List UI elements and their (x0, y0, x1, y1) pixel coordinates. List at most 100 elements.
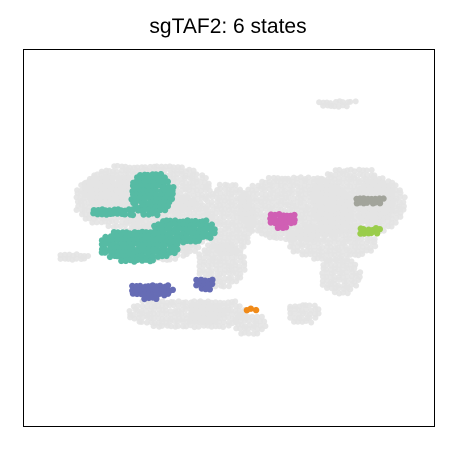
state-1-point (109, 210, 117, 217)
background-point (322, 232, 329, 239)
background-point (261, 186, 268, 193)
background-point (343, 187, 350, 194)
background-point (324, 285, 330, 291)
background-point (249, 198, 256, 205)
background-point (392, 219, 399, 226)
state-2-point (193, 276, 200, 284)
background-point (273, 230, 280, 237)
background-point (209, 193, 216, 200)
background-point (372, 243, 379, 250)
background-point (73, 255, 80, 262)
background-point (347, 251, 354, 258)
background-point (170, 302, 177, 309)
background-point (113, 218, 120, 225)
background-point (376, 190, 383, 197)
background-point (254, 313, 261, 320)
background-point (244, 239, 251, 246)
background-point (380, 218, 387, 225)
state-1-point (207, 234, 214, 241)
background-point (232, 182, 239, 189)
state-1-point (129, 211, 137, 219)
background-point (249, 182, 256, 189)
background-point (220, 283, 227, 290)
background-point (258, 313, 265, 320)
background-point (220, 201, 227, 208)
background-point (237, 202, 244, 209)
background-point (195, 323, 202, 330)
state-6-point (247, 305, 254, 312)
background-point (144, 303, 151, 310)
background-point (98, 171, 105, 178)
background-point (240, 254, 247, 260)
background-point (245, 210, 252, 217)
background-point (305, 174, 312, 181)
state-1-point (121, 253, 129, 260)
background-point (357, 269, 364, 276)
state-1-point (167, 221, 174, 228)
background-point (233, 278, 240, 285)
background-point (150, 306, 157, 313)
background-point (388, 223, 395, 230)
background-point (335, 285, 342, 292)
background-point (315, 310, 322, 317)
background-point (322, 223, 329, 229)
background-point (262, 323, 269, 330)
background-point (170, 179, 176, 186)
state-1-point (94, 211, 101, 218)
background-point (193, 171, 200, 178)
background-point (330, 223, 337, 230)
background-point (274, 194, 281, 201)
background-point (209, 202, 215, 209)
state-3-point (274, 224, 282, 231)
state-2-point (153, 295, 160, 302)
background-point (249, 222, 256, 229)
background-point (339, 207, 346, 214)
background-point (306, 314, 313, 321)
background-point (217, 185, 224, 192)
background-point (117, 223, 124, 230)
background-point (245, 325, 252, 332)
background-point (331, 199, 337, 206)
background-point (303, 231, 309, 238)
background-point (290, 310, 297, 317)
background-point (122, 221, 129, 228)
background-point (315, 216, 322, 223)
background-point (237, 325, 244, 332)
background-point (195, 244, 202, 251)
background-point (205, 210, 212, 217)
background-point (175, 302, 182, 309)
background-point (392, 198, 399, 205)
background-point (363, 239, 370, 246)
background-point (294, 318, 301, 325)
background-point (174, 179, 181, 186)
state-1-point (130, 240, 137, 248)
background-point (138, 319, 145, 325)
background-point (204, 318, 211, 325)
background-point (392, 191, 399, 197)
background-point (57, 255, 64, 262)
background-point (241, 262, 248, 269)
background-point (93, 219, 100, 226)
plot-frame (23, 49, 435, 427)
background-point (192, 319, 199, 325)
state-4-point (380, 195, 387, 202)
background-point (233, 253, 240, 260)
background-point (340, 289, 347, 296)
background-point (134, 223, 141, 230)
background-point (327, 214, 334, 221)
background-point (303, 251, 310, 258)
state-1-point (149, 257, 156, 264)
background-point (245, 330, 252, 337)
background-point (261, 318, 268, 325)
background-point (240, 243, 247, 250)
state-1-point (208, 221, 215, 228)
background-point (241, 266, 248, 273)
background-point (154, 311, 161, 317)
background-point (217, 266, 224, 273)
state-1-point (121, 211, 128, 218)
background-point (356, 213, 363, 220)
background-point (131, 315, 138, 322)
state-1-point (149, 210, 156, 217)
background-point (368, 167, 375, 173)
